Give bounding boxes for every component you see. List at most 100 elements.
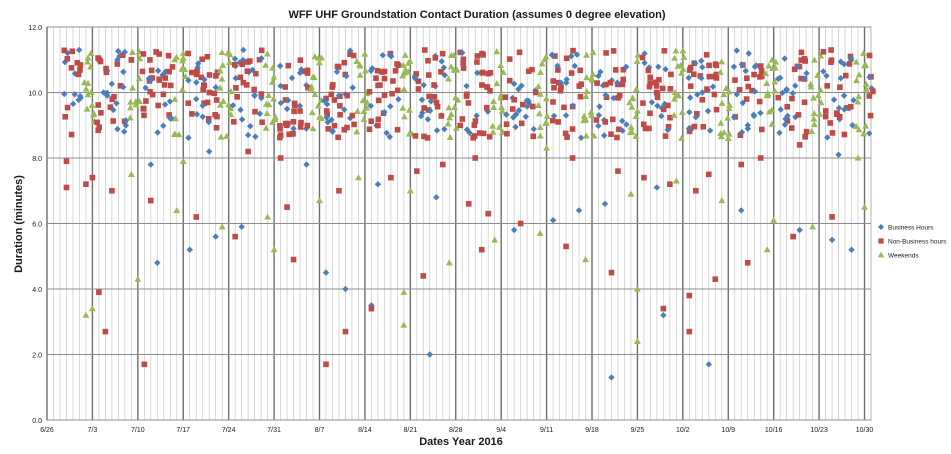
non-business-hours-point (74, 59, 81, 66)
non-business-hours-point (593, 117, 600, 123)
business-hours-point (577, 134, 585, 142)
business-hours-point (433, 194, 440, 201)
weekend-point (542, 95, 550, 102)
non-business-hours-point (425, 72, 432, 78)
weekend-point (489, 128, 497, 135)
business-hours-point (595, 72, 602, 80)
weekend-point (768, 56, 776, 63)
non-business-hours-point (506, 77, 513, 84)
non-business-hours-point (139, 68, 146, 75)
business-hours-point (367, 102, 375, 110)
non-business-hours-point (61, 47, 68, 54)
business-hours-point (61, 90, 68, 98)
non-business-hours-point (829, 214, 835, 220)
non-business-hours-point (233, 85, 239, 91)
weekend-point (807, 83, 815, 90)
non-business-hours-point (738, 161, 745, 168)
weekend-point (632, 112, 640, 119)
non-business-hours-point (758, 68, 765, 74)
business-hours-point (185, 134, 192, 141)
business-hours-point (323, 100, 331, 108)
non-business-hours-point (63, 158, 70, 165)
business-hours-point (69, 100, 77, 108)
business-hours-point (571, 62, 578, 70)
weekend-point (725, 88, 733, 95)
non-business-hours-point (700, 123, 707, 130)
weekend-point (227, 105, 235, 112)
non-business-hours-point (563, 55, 570, 62)
weekend-point (132, 101, 140, 108)
non-business-hours-point (820, 48, 827, 55)
non-business-hours-point (213, 73, 219, 79)
weekend-point (400, 288, 408, 295)
business-hours-point (595, 122, 602, 130)
business-hours-point (661, 100, 668, 108)
non-business-hours-point (472, 155, 479, 161)
non-business-hours-point (63, 184, 70, 191)
non-business-hours-point (64, 56, 71, 62)
non-business-hours-point (615, 168, 621, 174)
business-hours-point (252, 133, 259, 140)
business-hours-point (866, 73, 873, 81)
non-business-hours-point (109, 96, 116, 102)
business-hours-point (550, 112, 558, 120)
business-hours-point (602, 91, 609, 99)
non-business-hours-point (646, 125, 652, 132)
weekend-point (219, 61, 227, 68)
non-business-hours-point (245, 59, 251, 65)
weekend-point (807, 80, 815, 87)
non-business-hours-point (395, 62, 402, 69)
business-hours-point (419, 109, 426, 117)
non-business-hours-point (148, 197, 154, 204)
business-hours-point (212, 84, 219, 91)
business-hours-point (744, 122, 751, 129)
non-business-hours-point (368, 118, 375, 125)
weekend-point (810, 94, 817, 101)
business-hours-point (161, 101, 169, 108)
non-business-hours-point (147, 57, 153, 63)
business-hours-point (237, 106, 244, 114)
non-business-hours-point (298, 119, 304, 126)
weekend-point (445, 259, 453, 266)
non-business-hours-point (665, 123, 672, 130)
weekend-point (634, 285, 641, 292)
business-hours-point (232, 74, 239, 82)
non-business-hours-point (331, 122, 338, 129)
non-business-hours-point (471, 122, 478, 128)
non-business-hours-point (743, 96, 750, 102)
business-hours-point (779, 89, 786, 97)
non-business-hours-point (239, 61, 246, 68)
non-business-hours-point (389, 90, 395, 97)
non-business-hours-point (529, 66, 535, 73)
business-hours-point (424, 116, 432, 123)
non-business-hours-point (89, 174, 96, 181)
business-hours-point (296, 102, 304, 110)
business-hours-point (757, 109, 764, 117)
non-business-hours-point (836, 113, 843, 120)
non-business-hours-point (485, 70, 491, 77)
business-hours-point (610, 94, 617, 102)
weekend-point (362, 67, 369, 74)
weekend-point (626, 99, 633, 106)
weekend-point (311, 90, 319, 97)
non-business-hours-point (846, 61, 853, 67)
business-hours-point (379, 51, 386, 59)
business-hours-point (386, 51, 394, 58)
weekend-point (717, 119, 725, 126)
non-business-hours-point (837, 84, 843, 90)
weekend-point (406, 187, 414, 194)
x-tick-label: 7/10 (131, 427, 145, 434)
weekend-point (582, 256, 589, 263)
business-hours-point (512, 123, 519, 131)
axis-layer: 0.0 2.0 4.0 6.0 8.0 10.0 12.0 6/26 7/3 7/10 7/17 7/… (28, 25, 873, 434)
weekend-point (499, 68, 507, 75)
x-tick-label: 9/25 (631, 427, 645, 434)
non-business-hours-point (789, 95, 795, 102)
weekend-point (353, 58, 361, 65)
business-hours-point (830, 96, 838, 103)
weekend-point (216, 84, 224, 91)
business-hours-point (776, 129, 783, 136)
non-business-hours-point (822, 113, 829, 120)
non-business-hours-point (114, 61, 121, 67)
non-business-hours-point (189, 111, 195, 117)
